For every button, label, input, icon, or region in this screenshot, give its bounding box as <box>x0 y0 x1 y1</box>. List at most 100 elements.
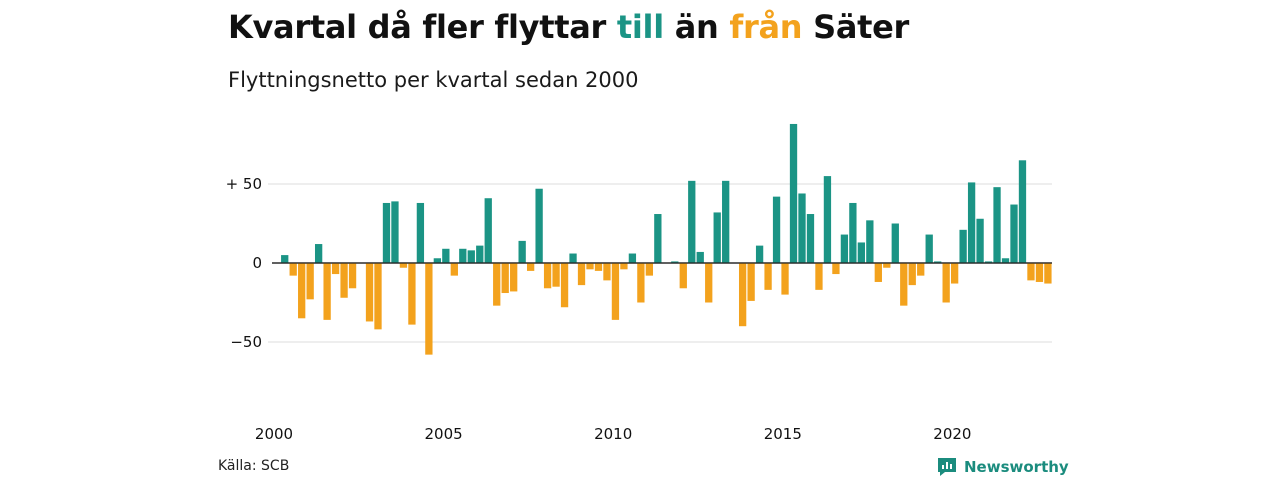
x-tick-label: 2010 <box>594 425 632 443</box>
bar <box>442 248 450 263</box>
bar <box>654 214 662 263</box>
bar <box>781 263 789 295</box>
bar <box>764 263 772 290</box>
bar <box>645 263 654 276</box>
bar <box>832 263 840 275</box>
bar <box>934 261 942 263</box>
bar <box>857 242 866 263</box>
bar <box>425 263 433 355</box>
bar <box>543 263 552 289</box>
x-tick-label: 2015 <box>764 425 802 443</box>
bar <box>1001 258 1010 263</box>
bar <box>433 258 442 263</box>
bar <box>1010 204 1018 263</box>
bar <box>688 180 696 263</box>
bar <box>772 196 781 263</box>
bar <box>399 263 408 268</box>
bar <box>323 263 331 320</box>
bar <box>976 218 984 263</box>
bar <box>408 263 416 325</box>
bar <box>603 263 611 281</box>
bar <box>967 182 976 263</box>
newsworthy-logo-text: Newsworthy <box>964 458 1069 476</box>
bar <box>705 263 713 303</box>
bar <box>526 263 535 271</box>
bar <box>476 245 484 263</box>
bar <box>510 263 518 292</box>
bar <box>459 248 467 263</box>
bar <box>840 234 849 263</box>
bar <box>365 263 374 322</box>
bar <box>849 202 857 263</box>
bar <box>883 263 891 268</box>
bar <box>747 263 755 301</box>
bar <box>671 261 679 263</box>
bar <box>679 263 687 289</box>
bar <box>637 263 645 303</box>
bar <box>289 263 297 276</box>
bar <box>1018 160 1027 263</box>
bar <box>874 263 882 282</box>
bar <box>789 123 798 264</box>
bar <box>560 263 569 308</box>
title-till: till <box>616 8 664 46</box>
title-part-2: än <box>663 8 730 46</box>
bar <box>628 253 637 263</box>
bar <box>925 234 933 263</box>
bar <box>391 201 399 263</box>
bar <box>722 180 730 263</box>
bar <box>866 220 874 263</box>
bar <box>755 245 764 263</box>
bar <box>586 263 594 270</box>
title-part-3: Säter <box>802 8 909 46</box>
bar <box>306 263 314 300</box>
bar <box>467 250 475 263</box>
bar <box>552 263 560 287</box>
source-note: Källa: SCB <box>218 458 290 474</box>
bar <box>738 263 747 327</box>
bar <box>374 263 382 330</box>
bar <box>501 263 509 294</box>
bar <box>314 244 323 263</box>
bar <box>798 193 806 263</box>
x-tick-label: 2020 <box>933 425 971 443</box>
bar <box>713 212 721 263</box>
bar <box>984 261 993 263</box>
bar <box>340 263 348 298</box>
chart-subtitle: Flyttningsnetto per kvartal sedan 2000 <box>228 68 639 92</box>
bar <box>594 263 603 271</box>
bar <box>416 202 425 263</box>
bar <box>917 263 925 276</box>
newsworthy-logo: Newsworthy <box>936 456 1069 478</box>
bar <box>348 263 357 289</box>
bar <box>891 223 899 263</box>
bar <box>382 202 391 263</box>
bar <box>518 240 526 263</box>
bar <box>450 263 458 276</box>
bar <box>806 214 815 263</box>
bar <box>1044 263 1052 284</box>
y-tick-label: + 50 <box>226 175 262 193</box>
bar <box>959 229 967 263</box>
bar <box>577 263 586 286</box>
y-tick-label: −50 <box>230 333 262 351</box>
bar <box>942 263 950 303</box>
bar <box>298 263 306 319</box>
bar <box>535 188 543 263</box>
bar <box>1027 263 1035 281</box>
x-tick-label: 2000 <box>255 425 293 443</box>
newsworthy-logo-icon <box>938 458 956 476</box>
bar <box>1035 263 1044 282</box>
bar <box>908 263 916 286</box>
x-tick-label: 2005 <box>425 425 463 443</box>
bar <box>281 255 289 263</box>
y-tick-label: 0 <box>252 254 262 272</box>
bar <box>611 263 620 320</box>
title-part-1: Kvartal då fler flyttar <box>228 8 617 46</box>
bar <box>950 263 959 284</box>
bar <box>696 251 704 263</box>
bar <box>620 263 628 270</box>
bar <box>815 263 823 290</box>
bar <box>569 253 577 263</box>
